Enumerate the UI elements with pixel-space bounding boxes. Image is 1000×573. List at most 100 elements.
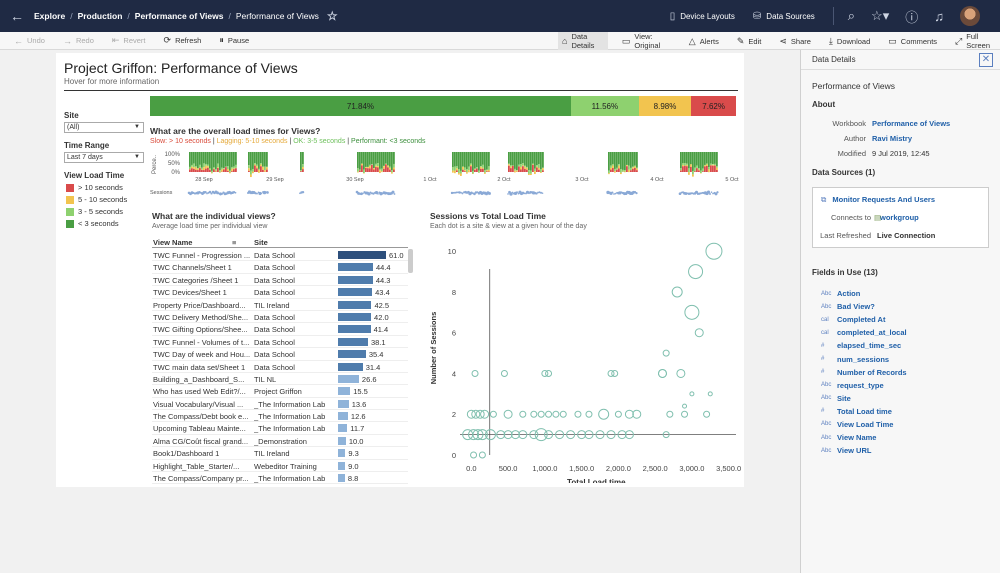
scatter-point[interactable] <box>598 408 610 420</box>
scatter-point[interactable] <box>468 429 480 441</box>
scatter-point[interactable] <box>574 410 582 418</box>
back-arrow-icon[interactable]: ← <box>10 8 24 24</box>
scatter-point[interactable] <box>555 430 565 440</box>
scatter-point[interactable] <box>671 286 683 298</box>
table-row[interactable]: Visual Vocabulary/Visual ... _The Informa… <box>152 398 408 411</box>
scatter-point[interactable] <box>472 429 484 441</box>
field-item[interactable]: # num_sessions <box>821 352 907 365</box>
table-row[interactable]: TWC Delivery Method/She... Data School 42.… <box>152 311 408 324</box>
summary-bar-segment[interactable]: 71.84% <box>150 96 571 116</box>
summary-bar-segment[interactable]: 8.98% <box>638 96 692 116</box>
favorites-star-icon[interactable]: ☆▾ <box>871 8 890 23</box>
scatter-point[interactable] <box>614 410 622 418</box>
undo-button[interactable]: ← Undo <box>14 35 45 46</box>
view-original-button[interactable]: ▭ View: Original <box>621 32 661 50</box>
refresh-button[interactable]: ⟳ Refresh <box>163 35 202 45</box>
scatter-point[interactable] <box>545 410 553 418</box>
scatter-point[interactable] <box>534 428 548 442</box>
scatter-point[interactable] <box>484 429 496 441</box>
scatter-point[interactable] <box>530 410 538 418</box>
redo-button[interactable]: → Redo <box>62 35 94 46</box>
field-item[interactable]: cal completed_at_local <box>821 326 907 339</box>
scatter-point[interactable] <box>676 368 686 378</box>
breadcrumb-explore[interactable]: Explore <box>34 11 66 21</box>
download-button[interactable]: ⤓ Download <box>828 35 871 46</box>
scatter-point[interactable] <box>666 410 674 418</box>
summary-bar-segment[interactable]: 11.56% <box>570 96 639 116</box>
table-row[interactable]: TWC Funnel - Progression ... Data School 6… <box>152 249 408 262</box>
scatter-point[interactable] <box>606 430 616 440</box>
scatter-point[interactable] <box>496 430 506 440</box>
scatter-point[interactable] <box>632 409 642 419</box>
sort-icon[interactable]: ≡ <box>232 238 237 247</box>
table-row[interactable]: Property Price/Dashboard... TIL Ireland 42… <box>152 299 408 311</box>
workbook-link[interactable]: Performance of Views <box>872 119 951 128</box>
scatter-point[interactable] <box>489 410 497 418</box>
scatter-point[interactable] <box>471 369 479 377</box>
full-screen-button[interactable]: ⤢ Full Screen <box>955 32 991 50</box>
table-row[interactable]: TWC Day of week and Hou... Data School 35.… <box>152 348 408 361</box>
field-item[interactable]: Abc View Name <box>821 431 907 444</box>
scatter-point[interactable] <box>607 369 615 377</box>
table-row[interactable]: TWC Categories /Sheet 1 Data School 44.3 <box>152 274 408 287</box>
scatter-point[interactable] <box>476 429 488 441</box>
legend-item[interactable]: > 10 seconds <box>66 183 148 192</box>
alerts-button[interactable]: △ Alerts <box>688 35 719 46</box>
table-row[interactable]: TWC Funnel - Volumes of t... Data School 3… <box>152 336 408 349</box>
sessions-scatter-chart[interactable]: 0.0 500.0 1,000.0 1,500.0 2,000.0 2,500.0 3,00… <box>426 233 744 483</box>
scatter-point[interactable] <box>566 430 576 440</box>
data-details-button[interactable]: ⌂ Data Details <box>558 32 608 50</box>
scatter-point[interactable] <box>624 430 634 440</box>
scatter-point[interactable] <box>466 409 476 419</box>
breadcrumb-production[interactable]: Production <box>77 11 123 21</box>
scatter-point[interactable] <box>688 264 704 280</box>
scatter-point[interactable] <box>480 409 490 419</box>
scatter-point[interactable] <box>611 369 619 377</box>
field-item[interactable]: # Number of Records <box>821 366 907 379</box>
comments-button[interactable]: ▭ Comments <box>888 35 938 46</box>
site-filter-select[interactable]: (All) ▼ <box>64 122 144 133</box>
data-sources-button[interactable]: ⛁ Data Sources <box>752 10 815 22</box>
datasource-link[interactable]: Monitor Requests And Users <box>832 195 936 204</box>
scatter-point[interactable] <box>662 431 670 439</box>
scatter-point[interactable] <box>624 409 634 419</box>
table-row[interactable]: TWC main data set/Sheet 1 Data School 31.4 <box>152 361 408 373</box>
scatter-point[interactable] <box>657 368 667 378</box>
device-layouts-button[interactable]: ▯ Device Layouts <box>669 10 735 22</box>
summary-stacked-bar[interactable]: 71.84% 11.56% 8.98% 7.62% <box>150 96 736 116</box>
table-row[interactable]: The Compass/Debt book e... _The Informati… <box>152 410 408 423</box>
legend-item[interactable]: < 3 seconds <box>66 219 148 228</box>
scatter-point[interactable] <box>617 430 627 440</box>
field-item[interactable]: Abc Action <box>821 287 907 300</box>
field-item[interactable]: Abc Bad View? <box>821 300 907 313</box>
scatter-point[interactable] <box>475 409 485 419</box>
close-icon[interactable]: ✕ <box>979 53 993 67</box>
scatter-point[interactable] <box>503 409 513 419</box>
scatter-point[interactable] <box>705 242 723 260</box>
scatter-point[interactable] <box>537 410 545 418</box>
scatter-point[interactable] <box>529 430 539 440</box>
scatter-point[interactable] <box>503 430 513 440</box>
scatter-point[interactable] <box>471 409 481 419</box>
pause-button[interactable]: ⏸ Pause <box>219 35 250 45</box>
time-range-select[interactable]: Last 7 days ▼ <box>64 152 144 163</box>
scatter-point[interactable] <box>684 304 700 320</box>
scatter-point[interactable] <box>662 349 670 357</box>
scatter-point[interactable] <box>510 430 520 440</box>
table-row[interactable]: Highlight_Table_Starter/... Webeditor Tra… <box>152 460 408 473</box>
favorite-star-icon[interactable]: ☆ <box>326 9 338 23</box>
scatter-point[interactable] <box>500 369 508 377</box>
table-row[interactable]: Book1/Dashboard 1 TIL Ireland 9.3 <box>152 447 408 460</box>
notifications-bell-icon[interactable]: ♫ <box>934 8 944 24</box>
scatter-point[interactable] <box>682 403 688 409</box>
load-time-timeline-chart[interactable]: Perce.. 100% 50% 0% 28 Sep 29 Sep 30 Sep 1 Oct 2… <box>150 150 740 200</box>
table-row[interactable]: The Compass/Company pr... _The Informatio… <box>152 472 408 485</box>
scatter-point[interactable] <box>681 410 689 418</box>
field-item[interactable]: # elapsed_time_sec <box>821 339 907 352</box>
table-row[interactable]: TWC Devices/Sheet 1 Data School 43.4 <box>152 286 408 299</box>
scatter-point[interactable] <box>703 410 711 418</box>
scatter-point[interactable] <box>577 430 587 440</box>
scatter-point[interactable] <box>470 451 478 459</box>
scatter-point[interactable] <box>595 430 605 440</box>
table-row[interactable]: Building_a_Dashboard_S... TIL NL 26.6 <box>152 373 408 386</box>
